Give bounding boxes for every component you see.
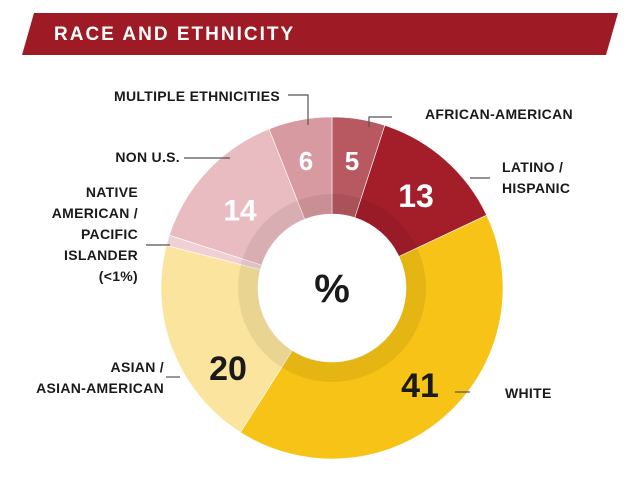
category-label-line: (<1%) <box>99 268 138 284</box>
donut-hole <box>258 214 406 362</box>
leader-line-african_american <box>368 116 392 127</box>
category-label-multiple: MULTIPLE ETHNICITIES <box>114 88 280 104</box>
value-label-white: 41 <box>401 367 439 405</box>
category-label-non_us: NON U.S. <box>115 149 180 165</box>
category-label-line: ASIAN-AMERICAN <box>36 380 164 396</box>
category-label-line: AMERICAN / <box>52 205 138 221</box>
category-label-white: WHITE <box>505 385 552 401</box>
category-label-line: ASIAN / <box>111 359 164 375</box>
inner-shadow-ring <box>238 194 426 382</box>
category-label-latino_hispanic: LATINO / HISPANIC <box>502 159 570 196</box>
value-label-latino_hispanic: 13 <box>398 178 434 214</box>
category-label-asian: ASIAN / ASIAN-AMERICAN <box>36 359 164 396</box>
category-label-line: ISLANDER <box>64 247 138 263</box>
value-label-multiple: 6 <box>299 146 313 176</box>
value-label-african_american: 5 <box>345 146 359 176</box>
leader-line-multiple <box>288 94 309 125</box>
category-label-line: AFRICAN-AMERICAN <box>425 106 573 122</box>
center-label: % <box>314 267 350 311</box>
category-label-line: MULTIPLE ETHNICITIES <box>114 88 280 104</box>
title-banner: RACE AND ETHNICITY <box>22 13 618 55</box>
category-label-line: NATIVE <box>86 184 138 200</box>
category-label-line: PACIFIC <box>81 226 138 242</box>
banner-shape <box>22 13 618 55</box>
chart-title: RACE AND ETHNICITY <box>54 24 296 45</box>
category-label-line: WHITE <box>505 385 552 401</box>
value-label-asian: 20 <box>209 350 247 388</box>
category-label-line: HISPANIC <box>502 180 570 196</box>
category-label-line: NON U.S. <box>115 149 180 165</box>
category-label-line: LATINO / <box>502 159 563 175</box>
category-label-african_american: AFRICAN-AMERICAN <box>425 106 573 122</box>
category-label-native: NATIVE AMERICAN / PACIFIC ISLANDER (<1%) <box>52 184 138 284</box>
value-label-non_us: 14 <box>223 195 257 228</box>
